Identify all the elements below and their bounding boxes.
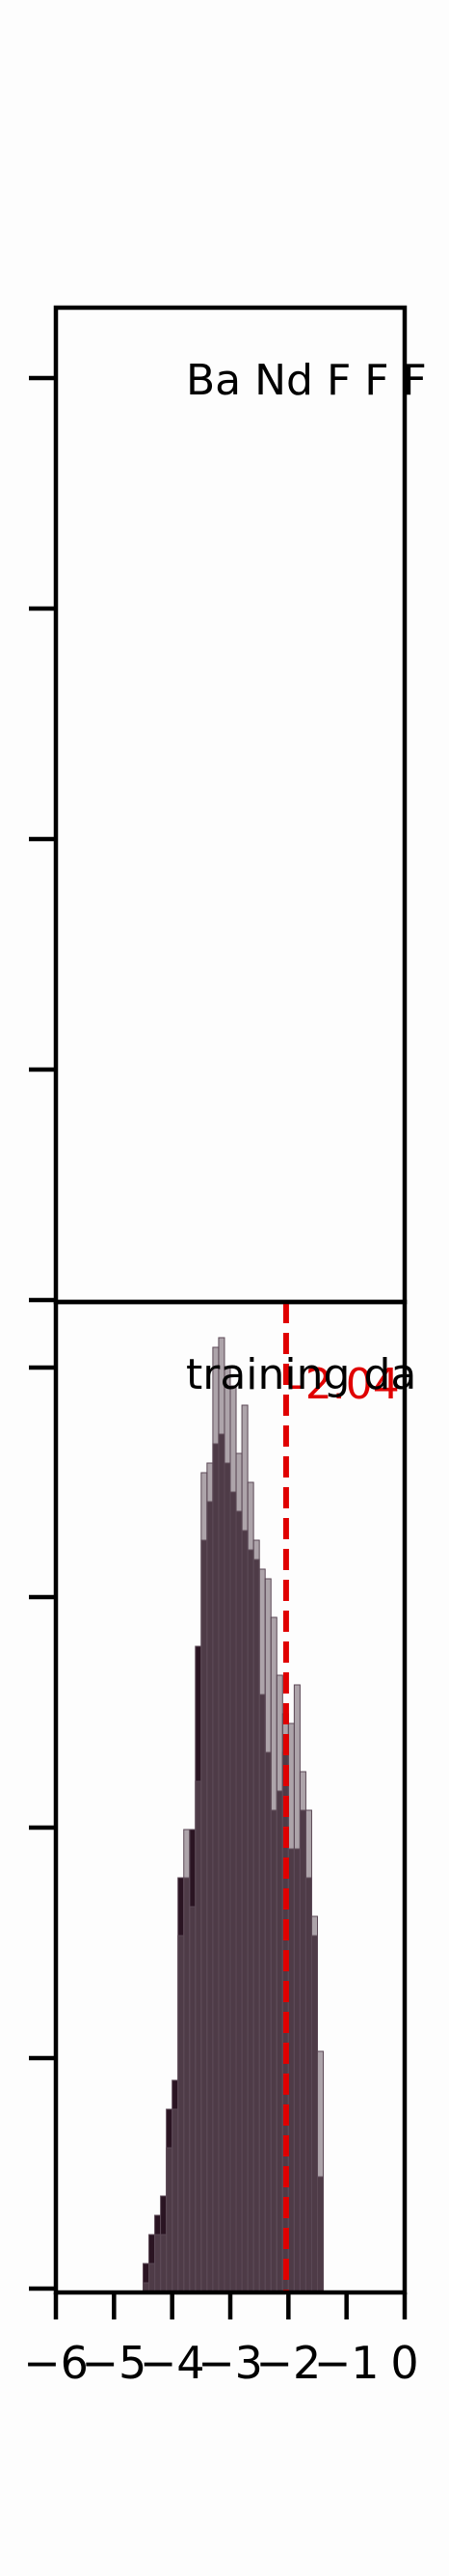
histogram-overlay-bar	[177, 1935, 185, 2293]
histogram-overlay-bar	[189, 1906, 197, 2293]
histogram-overlay-bar	[241, 1404, 249, 2293]
histogram-overlay-bar	[224, 1366, 231, 2293]
histogram-overlay-bar	[293, 1684, 301, 2293]
histogram-overlay-bar	[252, 1539, 260, 2293]
histogram-overlay-bar	[258, 1568, 266, 2293]
top-panel-frame	[53, 305, 408, 1305]
marker-value-label: -2.04	[290, 1360, 400, 1409]
histogram-overlay-bar	[206, 1462, 214, 2293]
x-tick-label: −2	[255, 2337, 321, 2389]
histogram-overlay-bar	[317, 2050, 325, 2293]
histogram-overlay-bar	[148, 2263, 156, 2293]
histogram-overlay-bar	[166, 2147, 173, 2293]
x-tick-label: −1	[314, 2337, 380, 2389]
x-tick-label: −5	[81, 2337, 146, 2389]
histogram-overlay-bar	[304, 1809, 312, 2293]
histogram-overlay-bar	[299, 1771, 306, 2293]
bottom-panel-annotation: training da	[186, 1350, 416, 1399]
top-panel: Ba Nd F F F	[29, 305, 427, 1305]
bottom-panel-frame	[53, 1299, 408, 2295]
x-tick-label: 0	[390, 2337, 418, 2389]
histogram-overlay-bar	[276, 1674, 283, 2293]
x-tick-label: −3	[198, 2337, 263, 2389]
histogram-bars-light	[143, 1337, 325, 2293]
histogram-overlay-bar	[183, 1829, 191, 2293]
bottom-panel: -2.04 −6−5−4−3−2−1 0 training da	[23, 1299, 419, 2389]
top-y-ticks	[29, 375, 56, 1303]
histogram-overlay-bar	[287, 1722, 295, 2293]
x-tick-label: −4	[140, 2337, 205, 2389]
bottom-y-ticks	[29, 1365, 56, 2291]
histogram-overlay-bar	[195, 1780, 202, 2293]
histogram-overlay-bar	[218, 1337, 225, 2293]
histogram-overlay-bar	[235, 1452, 243, 2293]
histogram-overlay-bar	[200, 1472, 208, 2293]
histogram-overlay-bar	[154, 2234, 162, 2293]
x-tick-label: −6	[23, 2337, 89, 2389]
histogram-overlay-bar	[270, 1616, 277, 2293]
top-panel-annotation: Ba Nd F F F	[186, 356, 427, 405]
histogram-overlay-bar	[229, 1385, 237, 2293]
bottom-x-ticks: −6−5−4−3−2−1 0	[23, 2292, 419, 2389]
histogram-overlay-bar	[160, 2234, 168, 2293]
histogram-overlay-bar	[172, 2108, 179, 2293]
histogram-overlay-bar	[247, 1481, 254, 2293]
histogram-overlay-bar	[212, 1346, 220, 2293]
histogram-overlay-bar	[310, 1915, 319, 2293]
histogram-overlay-bar	[264, 1578, 272, 2293]
